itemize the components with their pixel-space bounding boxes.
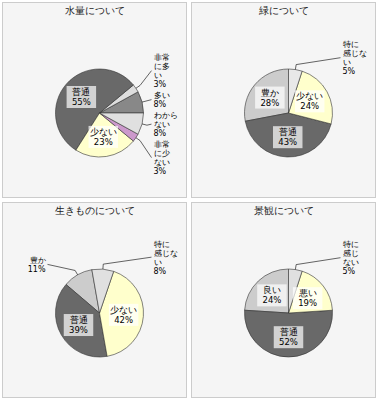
svg-text:良い24%: 良い24%: [262, 285, 281, 305]
svg-text:普通55%: 普通55%: [72, 87, 91, 107]
svg-text:豊か11%: 豊か11%: [28, 255, 46, 273]
svg-text:普通39%: 普通39%: [69, 315, 88, 335]
html-text:景観について: 景観について: [253, 205, 314, 216]
svg-text:少ない24%: 少ない24%: [296, 91, 323, 111]
svg-text:非常に少ない3%: 非常に少ない3%: [154, 140, 170, 176]
svg-text:特に感じない8%: 特に感じない8%: [154, 239, 178, 275]
svg-text:少ない42%: 少ない42%: [110, 305, 137, 325]
html-text:緑について: 緑について: [258, 5, 309, 16]
svg-text:悪い19%: 悪い19%: [298, 288, 317, 308]
html-text:生きものについて: 生きものについて: [54, 205, 135, 216]
svg-text:多い8%: 多い8%: [154, 91, 170, 109]
svg-text:普通43%: 普通43%: [278, 127, 297, 147]
svg-text:普通52%: 普通52%: [279, 327, 298, 347]
svg-text:少ない23%: 少ない23%: [90, 127, 117, 147]
html-text:水量について: 水量について: [64, 5, 125, 16]
svg-text:非常に多い3%: 非常に多い3%: [154, 53, 170, 89]
svg-text:豊か28%: 豊か28%: [260, 88, 279, 108]
svg-text:特に感じない5%: 特に感じない5%: [343, 240, 359, 276]
svg-text:特に感じない5%: 特に感じない5%: [343, 40, 367, 76]
svg-text:わからない8%: わからない8%: [154, 111, 178, 138]
